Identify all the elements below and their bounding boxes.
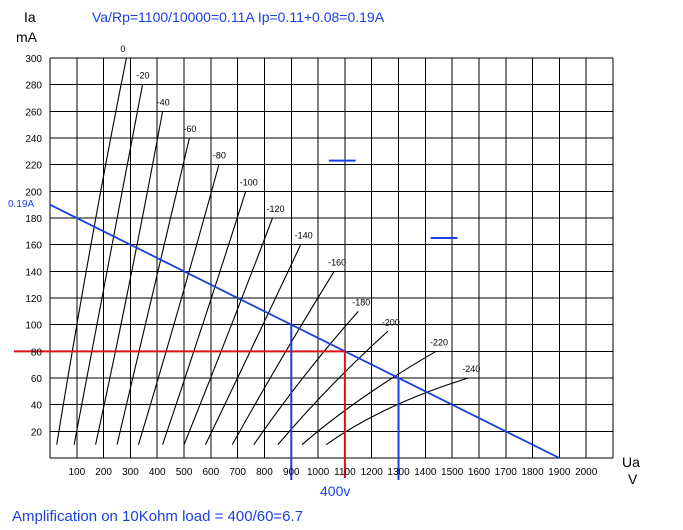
y-tick-label: 120 — [25, 294, 42, 305]
curve-label: -60 — [183, 124, 196, 134]
y-tick-label: 20 — [31, 427, 43, 438]
x-tick-label: 1900 — [548, 467, 571, 478]
load-line — [49, 203, 560, 459]
y-tick-label: 180 — [25, 214, 42, 225]
y-tick-label: 80 — [31, 347, 43, 358]
x-tick-label: 900 — [283, 467, 300, 478]
y-tick-label: 140 — [25, 267, 42, 278]
annotation-019a: 0.19A — [8, 199, 34, 210]
curve-label: -40 — [157, 97, 170, 107]
markers — [14, 159, 458, 480]
x-tick-label: 1300 — [387, 467, 410, 478]
curve-minus240 — [325, 377, 469, 446]
y-tick-label: 100 — [25, 321, 42, 332]
y-tick-label: 200 — [25, 187, 42, 198]
curve-label: -20 — [136, 71, 149, 81]
x-tick-label: 700 — [229, 467, 246, 478]
curve-label: -140 — [295, 231, 313, 241]
y-axis-label-line2: mA — [16, 29, 38, 45]
curve-label: -100 — [240, 177, 258, 187]
y-tick-label: 240 — [25, 134, 42, 145]
y-axis-label-line1: Ia — [24, 9, 36, 25]
curve-minus160 — [231, 271, 335, 445]
x-tick-label: 1800 — [521, 467, 544, 478]
curve-label: -160 — [328, 257, 346, 267]
annotation-400v: 400v — [320, 483, 350, 499]
curve-minus180 — [253, 310, 359, 445]
curve-minus20 — [73, 84, 144, 445]
x-tick-label: 100 — [68, 467, 85, 478]
curve-label: -180 — [352, 297, 370, 307]
curve-minus120 — [183, 217, 274, 445]
x-tick-label: 600 — [203, 467, 220, 478]
x-tick-label: 1600 — [468, 467, 491, 478]
curve-minus80 — [137, 164, 220, 445]
x-axis-label-line2: V — [628, 471, 638, 487]
tick-labels: 100 200 300 400 500 600 700 800 900 1000 1100 1200 1… — [25, 54, 597, 478]
y-tick-label: 160 — [25, 241, 42, 252]
curve-label: -80 — [213, 151, 226, 161]
y-tick-label: 300 — [25, 54, 42, 65]
curve-label: -200 — [382, 317, 400, 327]
y-tick-label: 280 — [25, 81, 42, 92]
x-tick-label: 300 — [122, 467, 139, 478]
load-line-group — [49, 203, 560, 459]
curve-0 — [56, 57, 127, 445]
x-tick-label: 1000 — [307, 467, 330, 478]
curve-label: -240 — [462, 364, 480, 374]
x-tick-label: 1400 — [414, 467, 437, 478]
x-tick-label: 500 — [176, 467, 193, 478]
x-tick-label: 1700 — [495, 467, 518, 478]
x-tick-label: 800 — [256, 467, 273, 478]
curve-label: -220 — [430, 337, 448, 347]
x-tick-label: 1100 — [334, 467, 356, 478]
curve-label: -120 — [267, 204, 285, 214]
y-tick-label: 260 — [25, 107, 42, 118]
x-tick-label: 1200 — [361, 467, 384, 478]
curve-labels: 0 -20 -40 -60 -80 -100 -120 -140 -160 -180 -200 -22… — [120, 44, 480, 374]
curve-minus40 — [95, 111, 164, 445]
y-tick-label: 60 — [31, 374, 43, 385]
x-tick-label: 400 — [149, 467, 166, 478]
y-tick-label: 220 — [25, 161, 42, 172]
curve-minus220 — [301, 350, 437, 446]
curve-minus100 — [162, 191, 247, 445]
curve-label: 0 — [120, 44, 125, 54]
curve-minus200 — [277, 330, 389, 446]
y-tick-label: 40 — [31, 401, 43, 412]
curve-minus140 — [204, 244, 302, 445]
chart-title: Va/Rp=1100/10000=0.11A Ip=0.11+0.08=0.19… — [92, 9, 385, 25]
plate-curves — [56, 57, 469, 446]
x-tick-label: 2000 — [575, 467, 598, 478]
x-axis-label-line1: Ua — [622, 454, 640, 470]
caption: Amplification on 10Kohm load = 400/60=6.… — [12, 508, 303, 525]
curve-minus60 — [116, 137, 190, 445]
x-tick-label: 200 — [95, 467, 112, 478]
x-tick-label: 1500 — [441, 467, 464, 478]
